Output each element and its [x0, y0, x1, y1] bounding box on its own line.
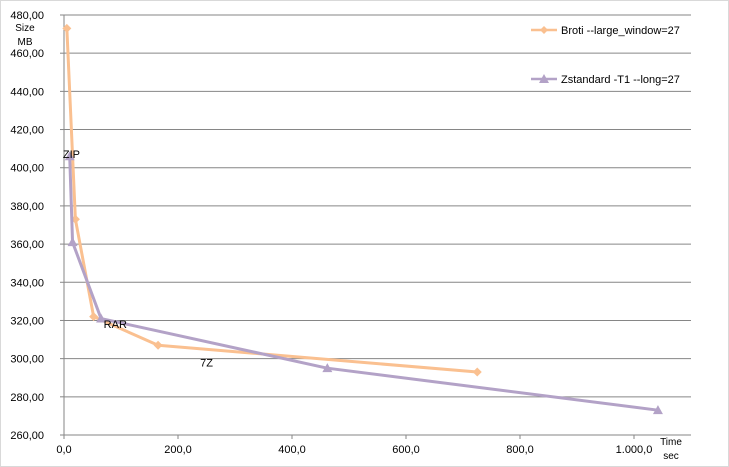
y-tick-label: 260,00 [10, 430, 44, 442]
y-axis-label-line2: MB [18, 37, 33, 48]
x-tick-label: 400,0 [278, 444, 306, 456]
x-tick-label: 800,0 [506, 444, 534, 456]
axes [60, 14, 691, 439]
y-tick-label: 420,00 [10, 125, 44, 137]
data-point [62, 23, 72, 33]
data-point [322, 363, 333, 373]
data-point [64, 151, 75, 161]
x-axis-label-line1: Time [660, 437, 682, 448]
x-tick-label: 1.000,0 [616, 444, 653, 456]
triangle-marker-icon [539, 74, 549, 83]
y-tick-labels: 260,00 280,00 300,00 320,00 340,00 360,00 380,… [10, 10, 44, 442]
annotation-label: RAR [104, 319, 127, 331]
series-line [68, 156, 659, 412]
annotation-label: ZIP [63, 149, 80, 161]
y-tick-label: 460,00 [10, 48, 44, 60]
x-tick-label: 600,0 [392, 444, 420, 456]
x-axis-label-line2: sec [663, 451, 679, 462]
y-tick-label: 360,00 [10, 239, 44, 251]
legend-entry-broti: Broti --large_window=27 [531, 25, 680, 37]
y-tick-label: 440,00 [10, 86, 44, 98]
data-point [472, 367, 482, 377]
y-tick-label: 400,00 [10, 163, 44, 175]
y-tick-label: 380,00 [10, 201, 44, 213]
data-point [652, 405, 663, 415]
data-point [89, 312, 99, 322]
legend-label-broti: Broti --large_window=27 [561, 25, 680, 37]
legend-entry-zstandard: Zstandard -T1 --long=27 [531, 74, 680, 86]
series-zstandard [64, 151, 663, 415]
x-tick-labels: 0,0 200,0 400,0 600,0 800,0 1.000,0 [56, 444, 652, 456]
annotation-label: 7Z [200, 357, 213, 369]
x-tick-label: 200,0 [164, 444, 192, 456]
gridlines [64, 14, 691, 398]
y-tick-label: 340,00 [10, 277, 44, 289]
y-tick-label: 320,00 [10, 315, 44, 327]
legend: Broti --large_window=27 Zstandard -T1 --… [531, 25, 680, 86]
data-point [153, 340, 163, 350]
y-tick-label: 280,00 [10, 392, 44, 404]
annotations: ZIP RAR 7Z [63, 149, 213, 369]
y-tick-label: 300,00 [10, 354, 44, 366]
y-tick-label: 480,00 [10, 10, 44, 22]
data-point [67, 237, 78, 247]
y-axis-label-line1: Size [15, 23, 35, 34]
x-tick-label: 0,0 [56, 444, 71, 456]
legend-label-zstandard: Zstandard -T1 --long=27 [561, 74, 680, 86]
series [62, 23, 663, 415]
diamond-marker-icon [540, 26, 548, 34]
data-point [96, 313, 107, 323]
